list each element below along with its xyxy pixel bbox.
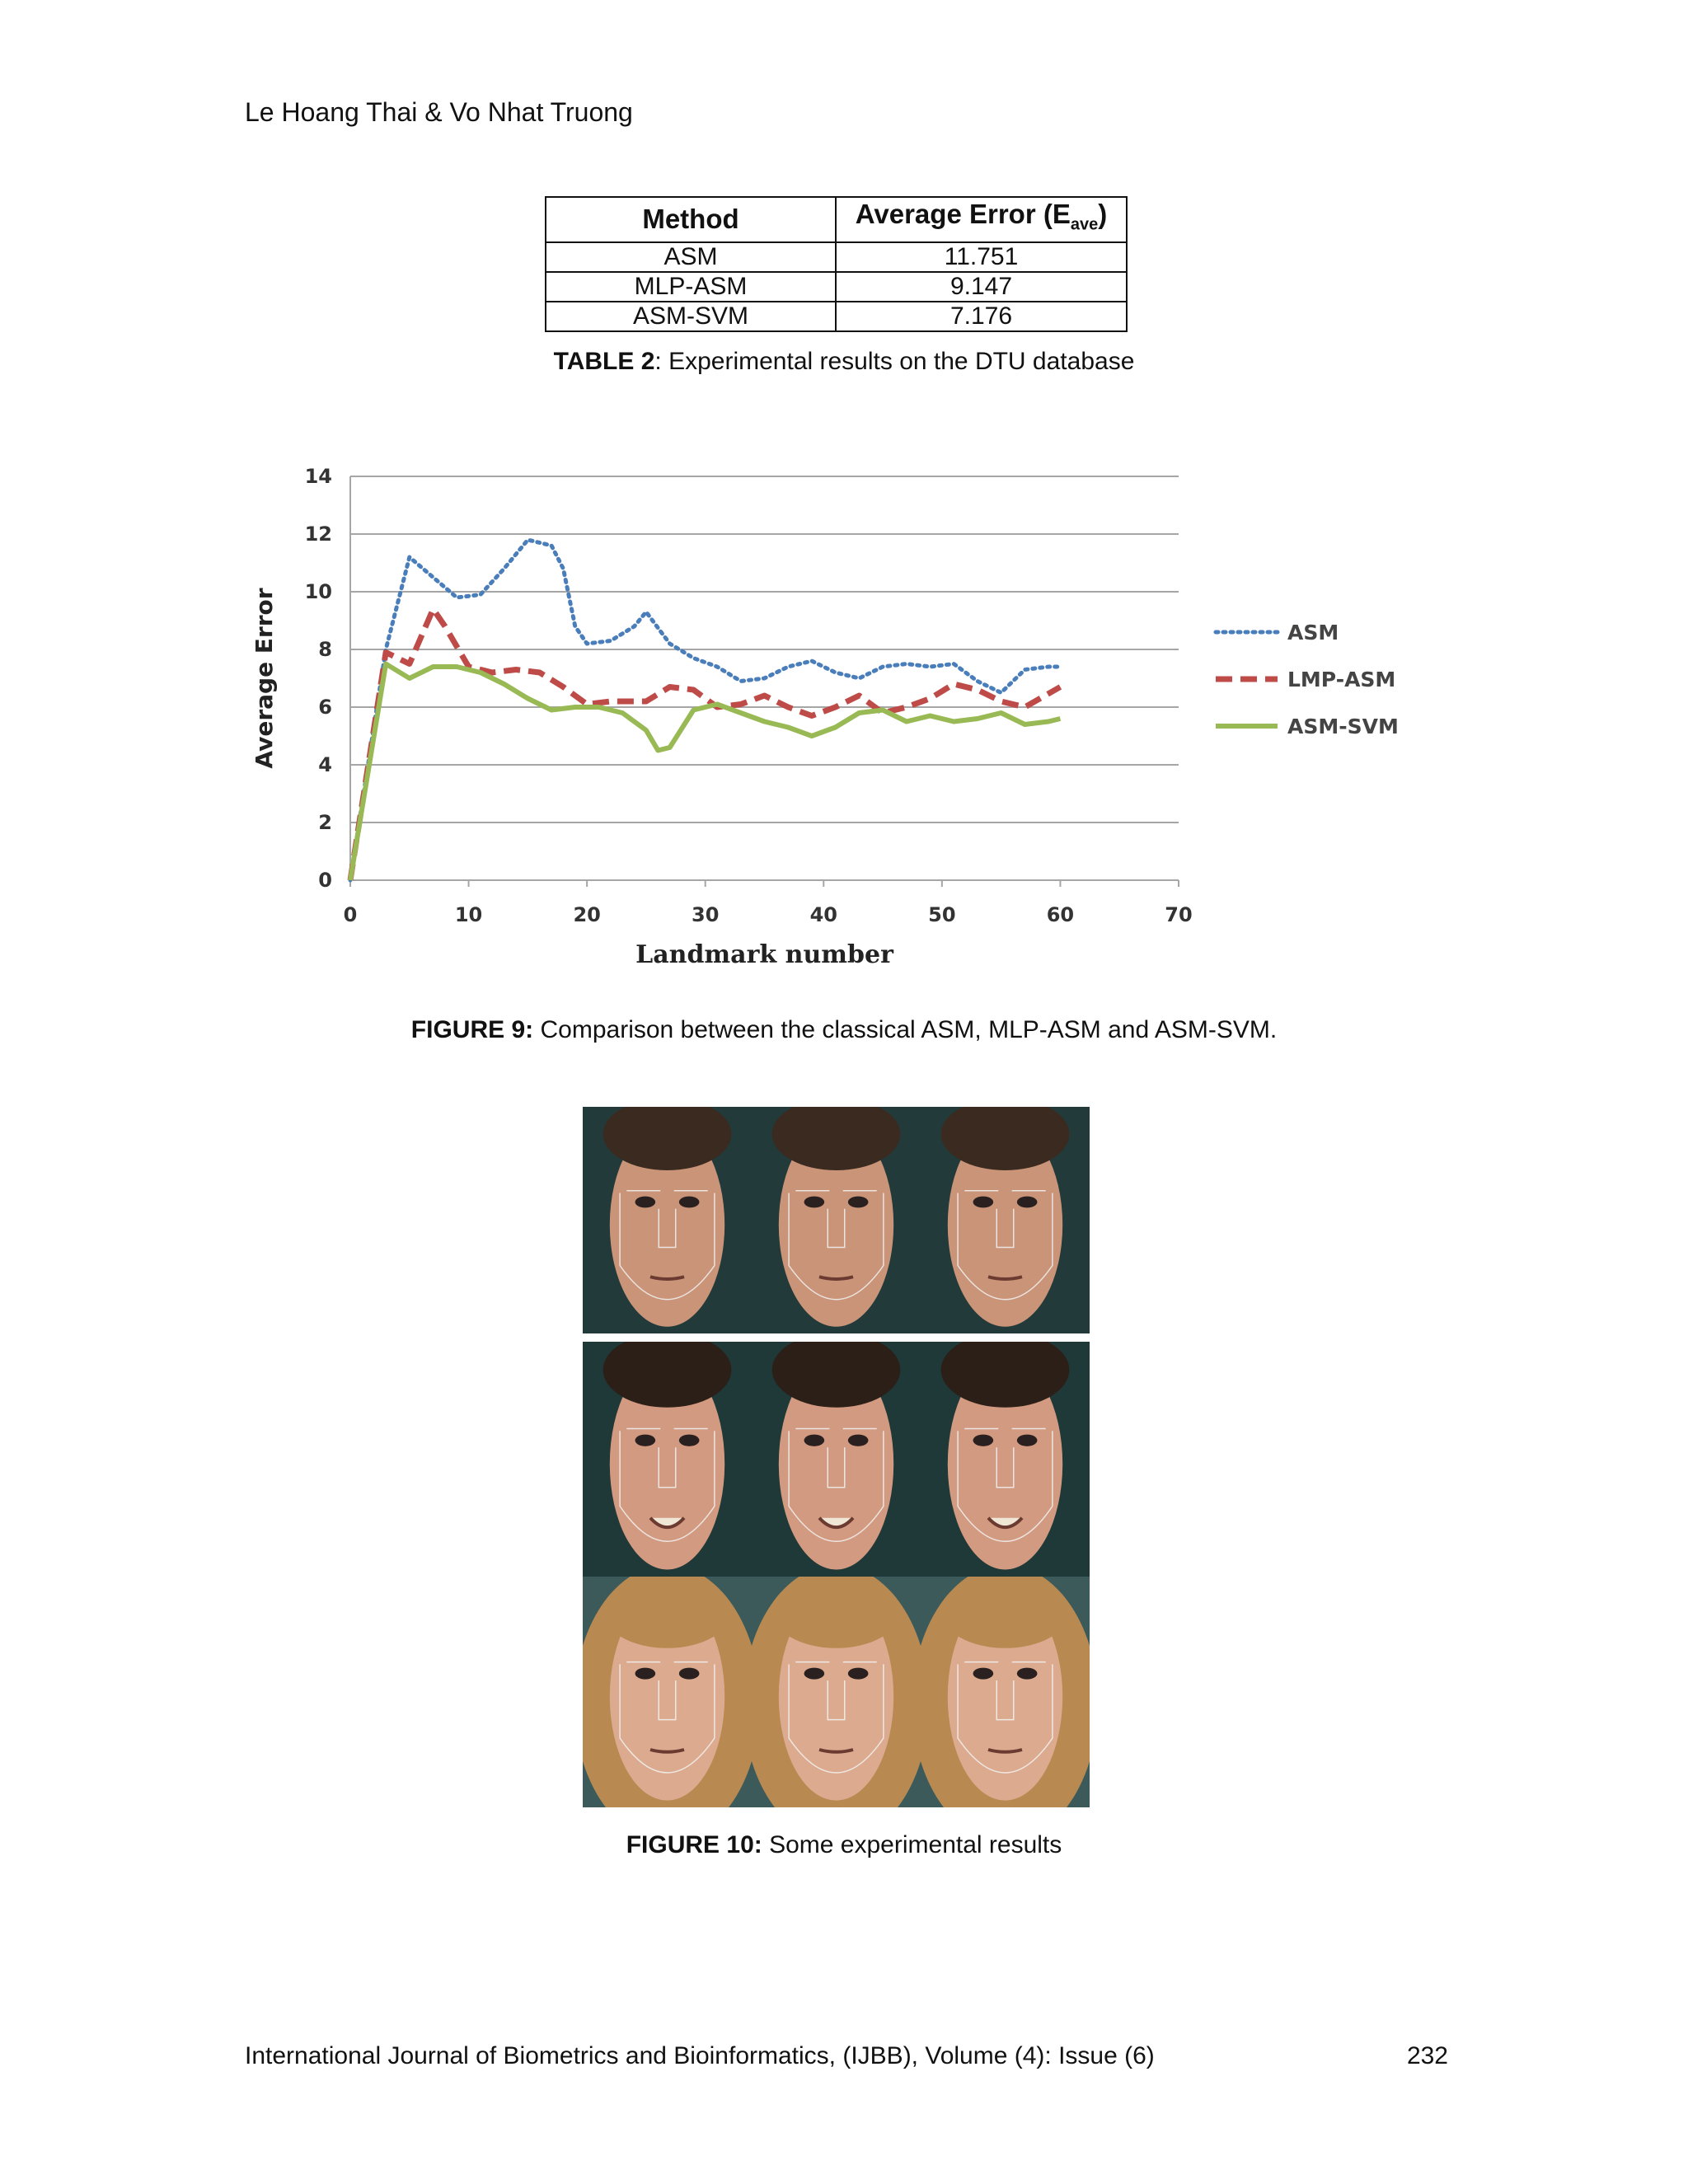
table-row: ASM-SVM 7.176 — [545, 300, 1128, 332]
cell-error: 11.751 — [835, 241, 1128, 273]
x-tick-label: 70 — [1165, 903, 1192, 926]
results-table: Method Average Error (Eave) ASM 11.751 M… — [545, 196, 1128, 332]
face-results-grid — [583, 1107, 1090, 1807]
x-tick-label: 10 — [455, 903, 482, 926]
y-tick-label: 14 — [305, 465, 332, 488]
cell-method: MLP-ASM — [545, 270, 837, 302]
series-line-asm — [348, 537, 1062, 883]
y-tick-label: 10 — [305, 580, 332, 603]
cell-error: 7.176 — [835, 300, 1128, 332]
journal-citation: International Journal of Biometrics and … — [245, 2042, 1155, 2069]
face-result-image — [921, 1577, 1090, 1807]
face-result-image — [752, 1107, 921, 1333]
y-tick-label: 2 — [318, 811, 332, 834]
table-header-row: Method Average Error (Eave) — [545, 196, 1128, 243]
legend-label: ASM-SVM — [1287, 715, 1399, 738]
series-line-asm-svm — [348, 661, 1062, 881]
figure9-caption: FIGURE 9: Comparison between the classic… — [410, 1016, 1278, 1043]
series-line-lmp-asm — [347, 606, 1062, 881]
x-axis-label: Landmark number — [635, 940, 894, 969]
face-result-image — [921, 1107, 1090, 1333]
face-result-image — [583, 1107, 752, 1333]
column-header-error: Average Error (Eave) — [835, 196, 1128, 243]
page-footer: International Journal of Biometrics and … — [245, 2042, 1448, 2070]
face-result-image — [752, 1577, 921, 1807]
table-row: ASM 11.751 — [545, 241, 1128, 273]
page-number: 232 — [1406, 2042, 1448, 2069]
y-tick-label: 6 — [318, 696, 332, 719]
x-tick-label: 60 — [1047, 903, 1074, 926]
cell-method: ASM — [545, 241, 837, 273]
face-result-image — [921, 1342, 1090, 1577]
x-tick-label: 30 — [692, 903, 719, 926]
x-tick-label: 20 — [573, 903, 600, 926]
x-tick-label: 50 — [928, 903, 955, 926]
table-row: MLP-ASM 9.147 — [545, 270, 1128, 302]
cell-method: ASM-SVM — [545, 300, 837, 332]
x-tick-label: 40 — [810, 903, 837, 926]
y-tick-label: 8 — [318, 638, 332, 661]
x-tick-label: 0 — [344, 903, 358, 926]
y-tick-label: 0 — [318, 869, 332, 892]
legend-label: ASM — [1287, 621, 1339, 644]
cell-error: 9.147 — [835, 270, 1128, 302]
column-header-method: Method — [545, 196, 837, 243]
y-axis-label: Average Error — [251, 588, 278, 768]
table-caption: TABLE 2: Experimental results on the DTU… — [553, 348, 1135, 375]
face-result-image — [583, 1342, 752, 1577]
error-line-chart: 0 2 4 6 8 10 12 14 0 10 20 30 40 50 60 70 Landmark numbe… — [251, 465, 1399, 969]
y-tick-label: 4 — [318, 753, 332, 776]
legend-label: LMP-ASM — [1287, 668, 1395, 691]
face-result-image — [752, 1342, 921, 1577]
face-result-image — [583, 1577, 752, 1807]
running-header: Le Hoang Thai & Vo Nhat Truong — [245, 97, 633, 127]
figure10-caption: FIGURE 10: Some experimental results — [626, 1831, 1062, 1858]
y-tick-label: 12 — [305, 523, 332, 546]
